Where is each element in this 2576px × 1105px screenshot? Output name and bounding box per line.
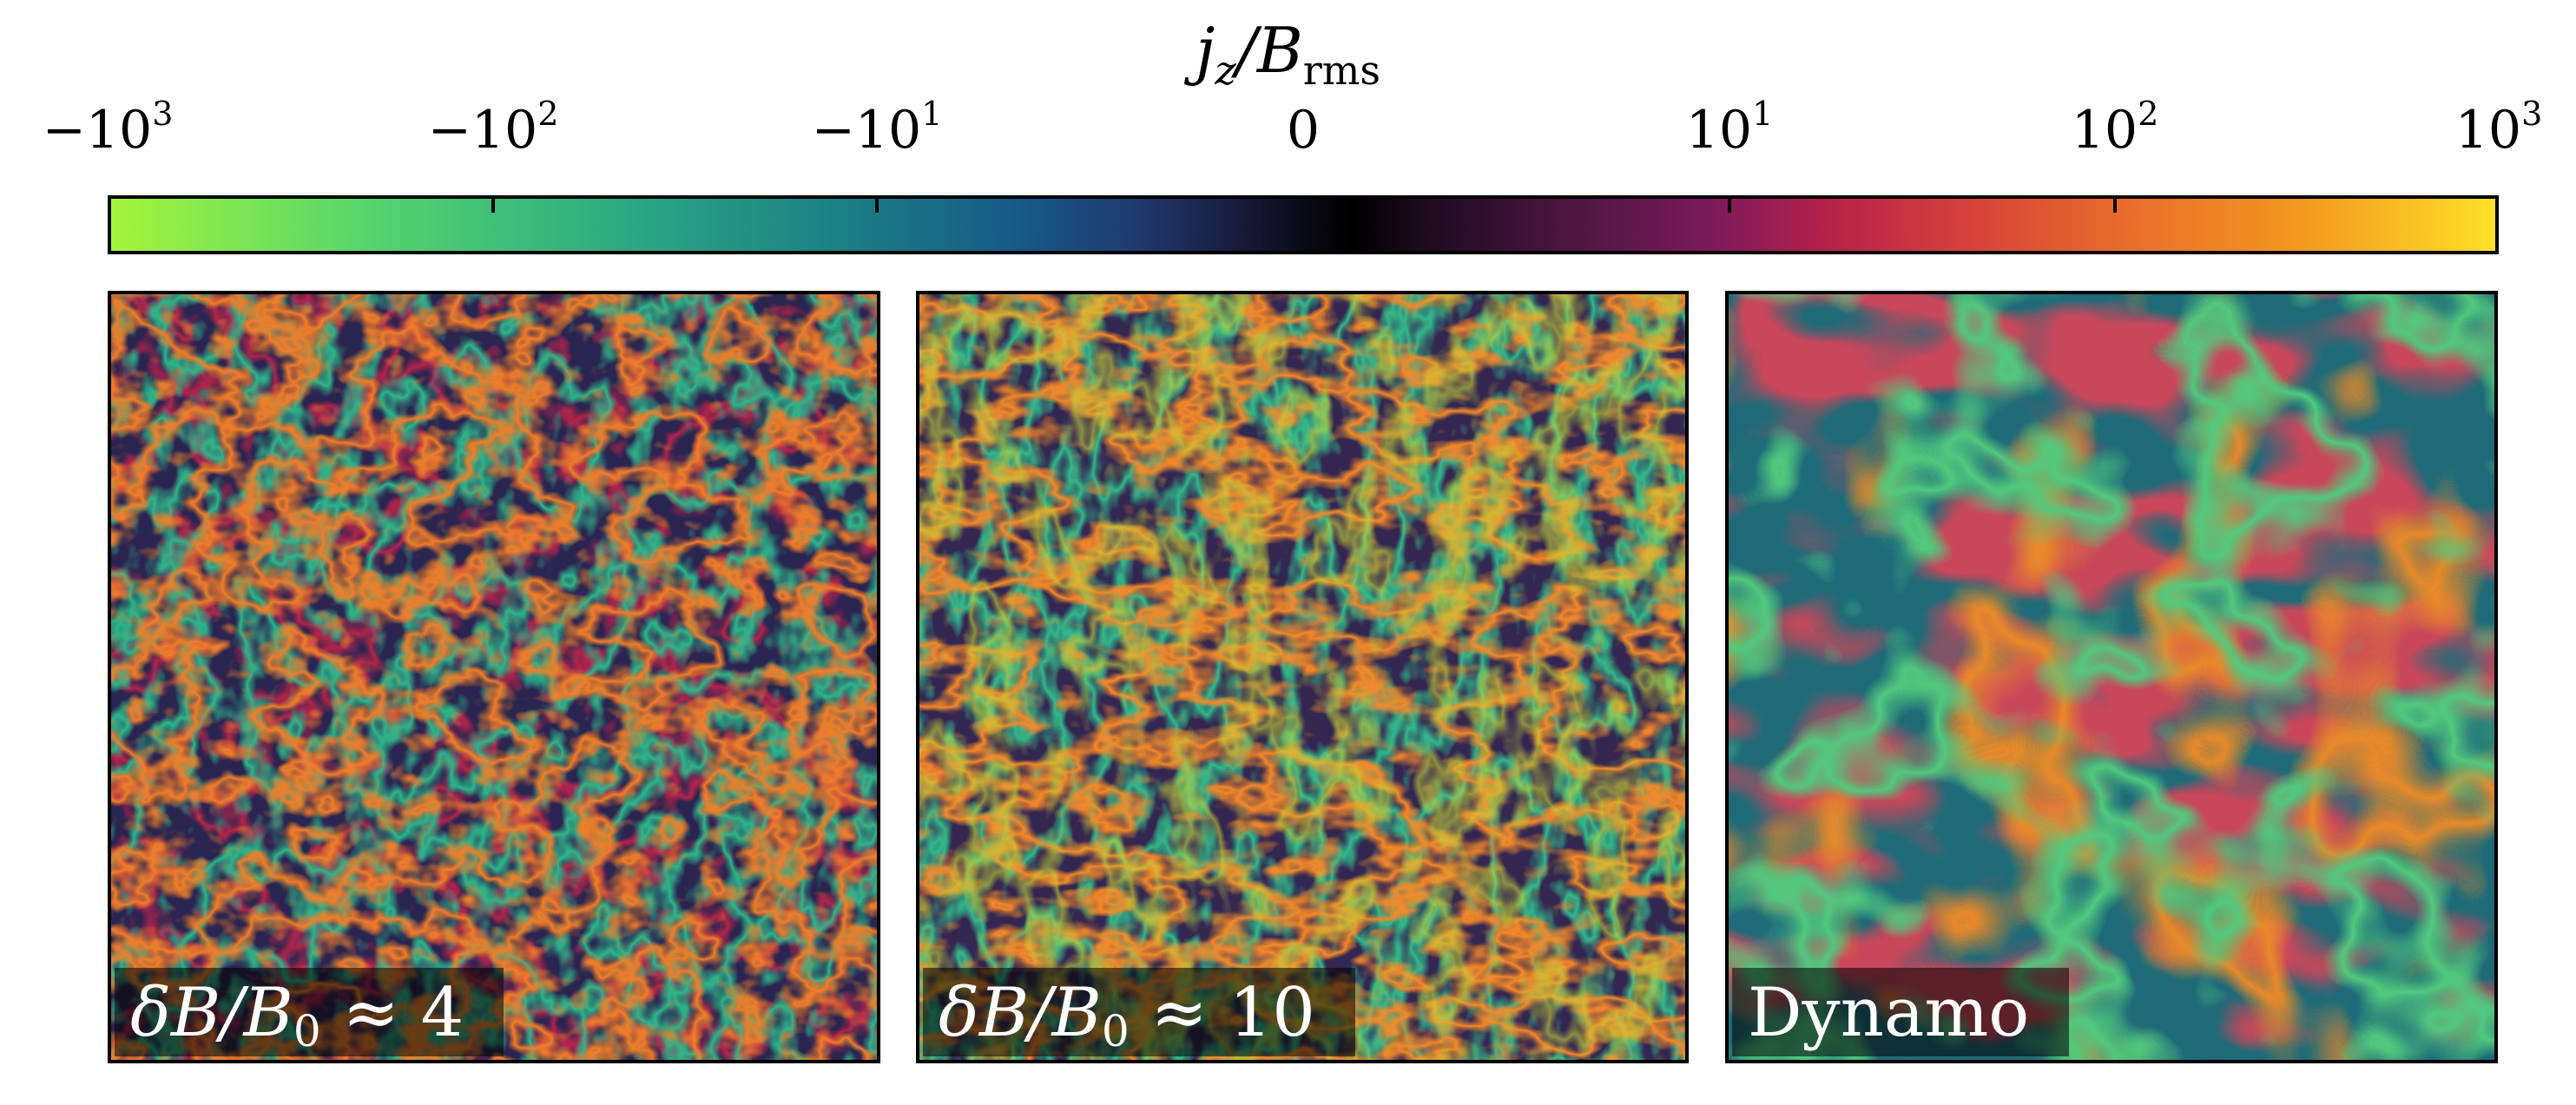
colorbar-tick-mark	[491, 195, 495, 213]
panel-field-dynamo: Dynamo	[1725, 291, 2498, 1063]
panel-field-db4: δB/B0 ≈ 4	[108, 291, 880, 1063]
panel-label: δB/B0 ≈ 4	[115, 968, 504, 1056]
panel-label: δB/B0 ≈ 10	[923, 968, 1355, 1056]
turbulence-field-image	[1729, 294, 2494, 1060]
colorbar-tick-label: 0	[1286, 100, 1321, 161]
colorbar-title: jz/Brms	[1196, 14, 1380, 94]
colorbar-tick-label: −102	[427, 95, 559, 161]
colorbar-tick-mark	[2113, 195, 2117, 213]
turbulence-field-image	[111, 294, 877, 1060]
colorbar-tick-mark	[1728, 195, 1731, 213]
colorbar-tick-label: −103	[42, 95, 174, 161]
panel-label: Dynamo	[1732, 968, 2070, 1056]
colorbar-tick-label: 102	[2071, 95, 2159, 161]
colorbar-tick-label: 101	[1685, 95, 1774, 161]
colorbar-tick-label: −101	[811, 95, 943, 161]
panel-field-db10: δB/B0 ≈ 10	[916, 291, 1689, 1063]
colorbar	[108, 195, 2499, 254]
colorbar-tick-mark	[875, 195, 879, 213]
turbulence-field-image	[919, 294, 1685, 1060]
colorbar-tick-label: 103	[2454, 95, 2543, 161]
